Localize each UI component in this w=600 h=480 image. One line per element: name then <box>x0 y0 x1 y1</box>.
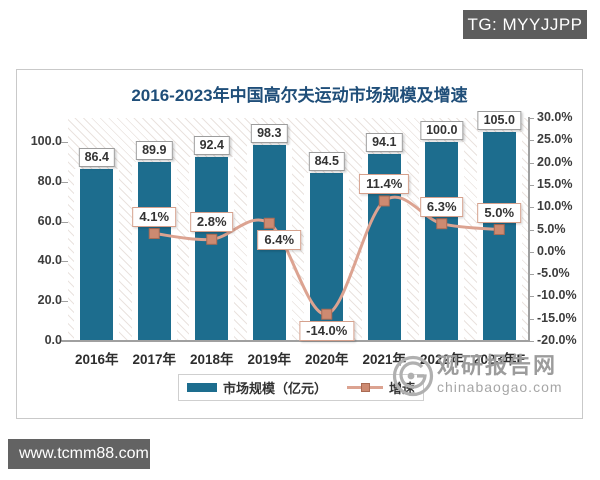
bar-value-label: 92.4 <box>193 136 230 156</box>
right-axis-tick-label: -5.0% <box>537 266 570 281</box>
right-axis-tick-label: 20.0% <box>537 154 573 169</box>
growth-value-label: 4.1% <box>132 206 177 227</box>
left-axis-tick-label: 80.0 <box>37 173 62 188</box>
bar-value-label: 98.3 <box>251 124 288 144</box>
right-axis-tick <box>528 318 534 320</box>
right-axis-tick <box>528 207 534 209</box>
right-axis-tick-label: 0.0% <box>537 243 566 258</box>
bar-slot <box>189 157 235 341</box>
bar-value-label: 84.5 <box>308 151 345 171</box>
bar-series-swatch <box>186 383 217 392</box>
right-axis-tick-label: -15.0% <box>537 310 577 325</box>
bar-slot <box>419 141 465 341</box>
right-axis-tick <box>528 118 534 119</box>
line-series-swatch <box>347 383 383 392</box>
bar-value-label: 100.0 <box>420 120 464 140</box>
growth-value-label: 5.0% <box>477 202 522 223</box>
x-axis-label: 2017年 <box>132 352 177 367</box>
x-axis-label: 2018年 <box>189 352 234 367</box>
bar-slot <box>131 162 177 341</box>
website-badge: www.tcmm88.com <box>8 439 150 469</box>
legend: 市场规模（亿元） 增速 <box>178 374 424 401</box>
legend-label-growth: 增速 <box>389 381 416 396</box>
x-axis-line <box>60 340 530 342</box>
legend-label-market-size: 市场规模（亿元） <box>222 381 327 396</box>
right-axis-tick-label: 25.0% <box>537 132 573 147</box>
bar-slot <box>476 131 522 341</box>
plot-area: 86.4 89.9 92.4 98.3 84.5 94.1 100.0 105.0 4.1% 2.… <box>68 110 528 342</box>
market-size-bar <box>80 168 114 341</box>
market-size-bar <box>425 141 459 341</box>
left-axis-tick-label: 40.0 <box>37 253 62 268</box>
market-size-bar <box>195 157 229 341</box>
growth-value-label: 6.3% <box>419 196 464 217</box>
right-axis-tick-label: -10.0% <box>537 288 577 303</box>
legend-item-market-size: 市场规模（亿元） <box>186 378 327 397</box>
right-axis-tick <box>528 184 534 186</box>
right-axis-line <box>528 117 530 341</box>
right-axis-tick-label: 15.0% <box>537 176 573 191</box>
chart-title: 2016-2023年中国高尔夫运动市场规模及增速 <box>131 86 468 105</box>
right-axis-tick-label: -20.0% <box>537 333 577 347</box>
bar-slot <box>74 168 120 341</box>
right-axis-tick <box>528 251 534 253</box>
x-axis-label: 2021年 <box>362 352 407 367</box>
right-axis-tick <box>528 162 534 164</box>
x-axis-label: 2019年 <box>247 352 292 367</box>
right-axis-tick <box>528 274 534 276</box>
growth-marker <box>321 308 333 320</box>
x-axis-label: 2022年 <box>419 352 464 367</box>
growth-marker <box>493 224 505 235</box>
right-axis-tick-label: 30.0% <box>537 110 573 124</box>
right-axis-tick <box>528 140 534 142</box>
left-axis-tick <box>61 301 68 303</box>
right-axis-tick <box>528 296 534 298</box>
market-size-bar <box>137 162 171 341</box>
left-axis-tick-label: 60.0 <box>37 213 62 228</box>
growth-line <box>148 195 505 320</box>
right-axis-tick <box>528 229 534 231</box>
left-axis-tick-label: 0.0 <box>44 333 62 347</box>
growth-marker <box>206 233 218 245</box>
growth-marker <box>263 217 275 229</box>
bar-value-label: 89.9 <box>136 141 173 160</box>
left-axis-tick-label: 100.0 <box>30 133 62 148</box>
x-axis-label: 2016年 <box>74 352 119 367</box>
growth-marker <box>436 218 448 230</box>
growth-value-label: -14.0% <box>299 321 355 342</box>
left-axis-tick <box>61 181 68 183</box>
growth-value-label: 6.4% <box>257 230 302 251</box>
x-axis-label: 2023年E <box>472 352 526 367</box>
left-axis-tick <box>61 341 68 342</box>
legend-item-growth: 增速 <box>347 378 415 397</box>
left-axis-tick-label: 20.0 <box>37 293 62 308</box>
growth-value-label: 11.4% <box>359 173 410 194</box>
bar-value-label: 94.1 <box>366 132 403 152</box>
right-axis-tick-label: 10.0% <box>537 199 573 214</box>
market-size-bar <box>482 131 516 341</box>
bar-value-label: 86.4 <box>78 147 115 167</box>
growth-marker <box>148 228 160 240</box>
bar-value-label: 105.0 <box>477 110 521 130</box>
x-axis-label: 2020年 <box>304 352 349 367</box>
right-axis-tick-label: 5.0% <box>537 221 566 236</box>
telegram-badge: TG: MYYJJPP <box>463 10 587 39</box>
left-axis-tick <box>61 261 68 263</box>
left-axis-tick <box>61 141 68 143</box>
right-axis-tick <box>528 341 534 342</box>
growth-value-label: 2.8% <box>189 212 234 233</box>
left-axis-tick <box>61 221 68 223</box>
growth-marker <box>378 195 390 207</box>
